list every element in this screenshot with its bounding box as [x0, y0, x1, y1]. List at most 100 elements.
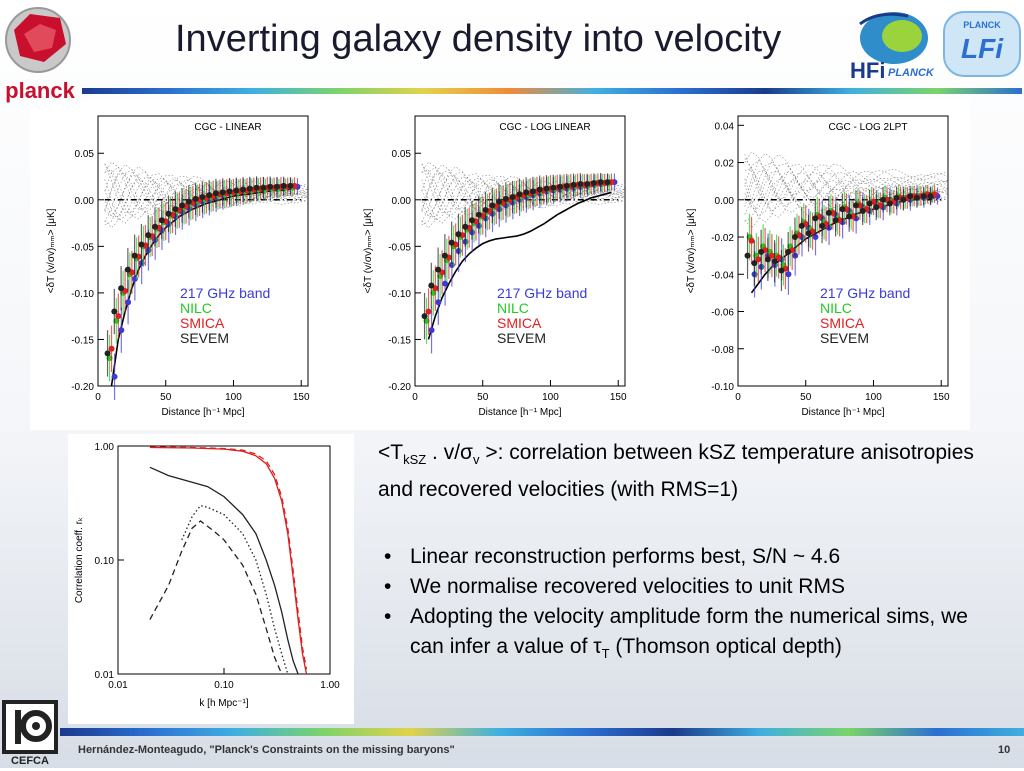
data-point — [584, 180, 591, 187]
cmb-strip-bottom — [60, 728, 1024, 736]
data-point — [509, 194, 516, 200]
data-point — [240, 186, 247, 193]
data-point — [246, 185, 253, 192]
data-point — [273, 183, 280, 190]
x-axis-label: Distance [h⁻¹ Mpc] — [161, 407, 244, 418]
plot-frame — [97, 115, 309, 387]
data-point — [496, 198, 503, 205]
data-point — [172, 206, 179, 213]
data-point — [852, 202, 859, 209]
sim-curve — [421, 176, 626, 221]
plot-frame — [737, 115, 949, 387]
sim-curve — [104, 171, 309, 217]
bullet-3-tail: (Thomson optical depth) — [609, 635, 842, 658]
velocity-plot-1: -0.20 -0.15 -0.10 -0.05 0.00 0.05 0 50 100 150 Dis… — [46, 115, 310, 418]
plot-title: CGC - LOG LINEAR — [499, 122, 590, 133]
plot-frame — [117, 445, 331, 675]
y-tick-label: 0.00 — [75, 196, 95, 207]
data-point — [475, 211, 482, 218]
legend-entry: SMICA — [180, 315, 225, 331]
data-point — [536, 186, 543, 193]
x-tick-label: 0 — [412, 392, 418, 403]
y-tick-label: -0.05 — [388, 242, 411, 253]
data-point — [115, 313, 122, 320]
y-tick-label: -0.10 — [71, 289, 94, 300]
x-tick-label: 100 — [865, 392, 882, 403]
data-point — [893, 194, 900, 201]
data-point — [131, 252, 138, 259]
x-tick-label: 50 — [477, 392, 489, 403]
data-point — [775, 254, 782, 261]
data-point — [118, 285, 125, 292]
cmb-strip-top — [82, 88, 1022, 94]
data-point — [108, 345, 115, 352]
data-point — [455, 231, 462, 238]
data-point — [267, 183, 274, 190]
data-point — [226, 188, 233, 195]
bullet-item: Linear reconstruction performs best, S/N… — [378, 542, 978, 572]
x-tick-label: 50 — [160, 392, 172, 403]
y-axis-label: <δT (v/σv)ₘₘ> [μK] — [686, 208, 697, 293]
velocity-plots: -0.20 -0.15 -0.10 -0.05 0.00 0.05 0 50 100 150 Dis… — [46, 115, 950, 418]
caption-sub-v: v — [473, 452, 480, 468]
lfi-wordmark: LFi — [961, 33, 1004, 64]
data-point — [462, 223, 469, 230]
hfi-planck-wordmark: PLANCK — [888, 67, 935, 79]
y-tick-label: 0.05 — [392, 149, 412, 160]
y-tick-label: 0.05 — [75, 149, 95, 160]
y-tick-label: -0.08 — [711, 345, 734, 356]
sim-curve — [744, 152, 949, 200]
caption-rest: >: correlation between kSZ temperature a… — [378, 441, 974, 502]
data-point — [435, 299, 442, 306]
bullet-3-text: Adopting the velocity amplitude form the… — [410, 605, 968, 658]
data-point — [880, 196, 887, 203]
x-axis-label: Distance [h⁻¹ Mpc] — [478, 407, 561, 418]
data-point — [158, 217, 165, 224]
lfi-planck-wordmark: PLANCK — [963, 20, 1001, 30]
data-point — [421, 313, 428, 320]
legend-entry: NILC — [820, 300, 852, 316]
data-point — [253, 184, 260, 191]
data-point — [287, 182, 294, 189]
y-tick-label: -0.10 — [388, 289, 411, 300]
data-point — [482, 207, 489, 214]
data-point — [425, 308, 432, 315]
data-point — [900, 196, 907, 203]
data-point — [819, 222, 826, 229]
data-point — [428, 327, 435, 334]
data-point — [516, 191, 523, 198]
sim-curve — [104, 163, 309, 217]
data-point — [468, 217, 475, 224]
legend-entry: SEVEM — [497, 330, 546, 346]
data-point — [435, 266, 442, 273]
caption-sub-ksz: kSZ — [403, 452, 427, 468]
sim-curve — [421, 169, 626, 222]
correlation-curve — [181, 504, 289, 675]
data-point — [744, 252, 751, 259]
data-point — [124, 266, 131, 273]
x-tick-label: 0.01 — [108, 680, 128, 691]
data-point — [118, 327, 125, 334]
data-point — [111, 373, 118, 380]
data-point — [185, 198, 192, 205]
data-point — [755, 256, 762, 263]
data-point — [442, 280, 449, 287]
data-point — [428, 282, 435, 289]
data-point — [448, 239, 455, 246]
data-point — [913, 194, 920, 201]
sim-curve — [744, 151, 949, 200]
data-point — [798, 222, 805, 229]
page-number: 10 — [998, 744, 1011, 756]
y-tick-label: 0.04 — [715, 121, 735, 132]
slide-title: Inverting galaxy density into velocity — [175, 18, 782, 60]
data-point — [489, 202, 496, 209]
y-axis-label: <δT (v/σv)ₘₘ> [μK] — [46, 208, 57, 293]
bullet-item: We normalise recovered velocities to uni… — [378, 572, 978, 602]
velocity-plot-2: -0.20 -0.15 -0.10 -0.05 0.00 0.05 0 50 100 150 Dis… — [363, 115, 627, 418]
correlation-curve — [149, 446, 308, 670]
data-point — [758, 248, 765, 255]
legend-entry: 217 GHz band — [497, 285, 587, 301]
data-point — [577, 180, 584, 187]
data-point — [825, 209, 832, 216]
sim-curve — [421, 163, 626, 217]
